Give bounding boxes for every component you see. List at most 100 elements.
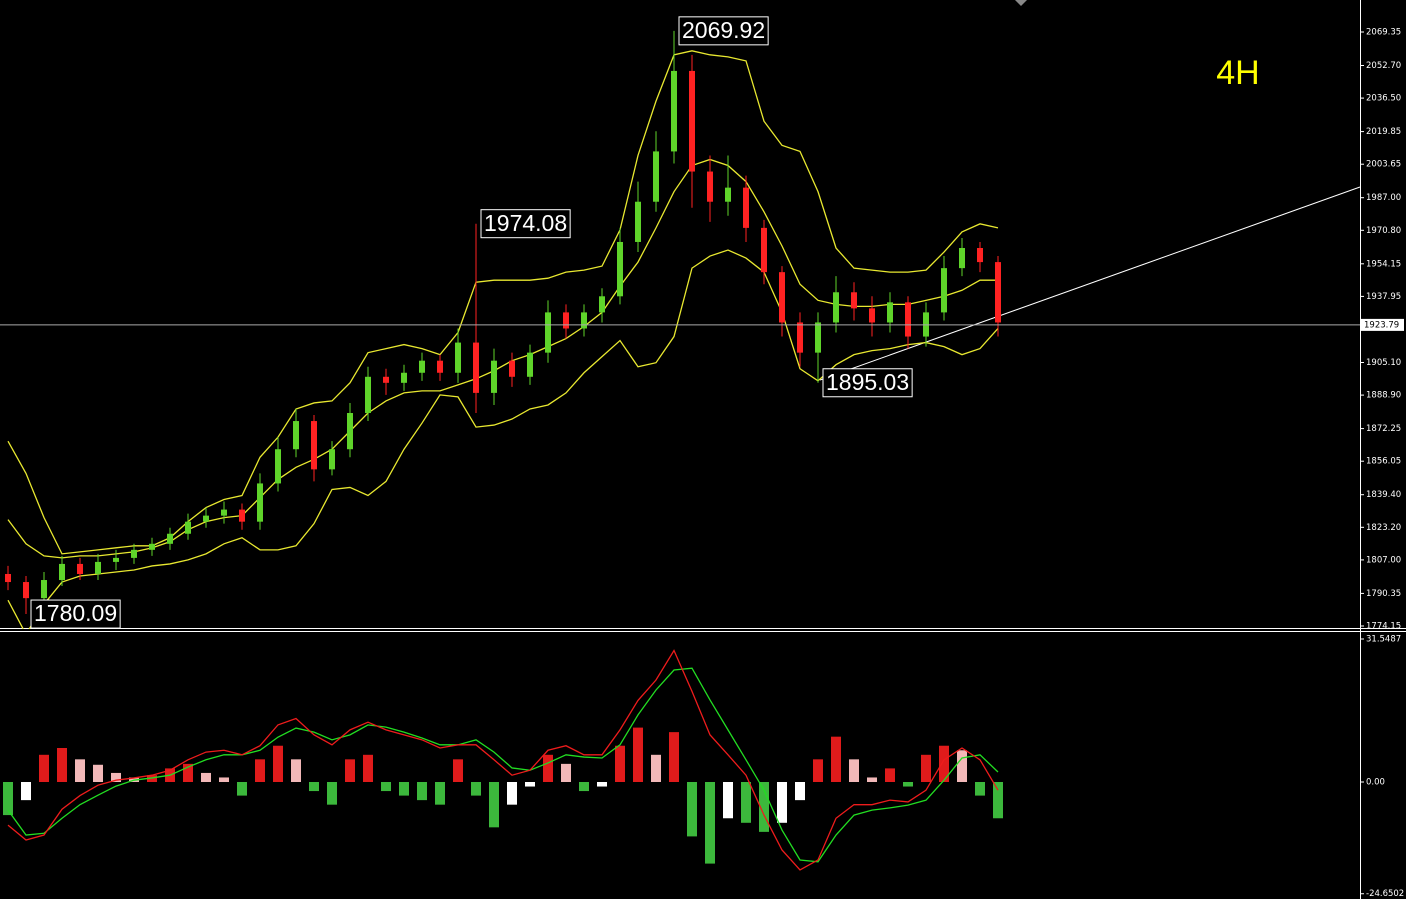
y-tick-label: 2003.65: [1366, 160, 1401, 170]
swing-label-box: [30, 599, 121, 629]
current-price-label: 1923.79: [1364, 320, 1399, 330]
histogram-bar: [615, 745, 625, 783]
histogram-bar: [93, 764, 103, 783]
candle-body: [329, 449, 335, 470]
histogram-bar: [543, 754, 553, 783]
candle-body: [743, 187, 749, 228]
candle-body: [347, 413, 353, 450]
swing-label-box: [480, 209, 571, 239]
histogram-bar: [651, 754, 661, 783]
histogram-bar: [597, 782, 607, 787]
histogram-bar: [345, 759, 355, 783]
candle-body: [779, 272, 785, 323]
y-tick-label: 2052.70: [1366, 61, 1401, 71]
candle-body: [815, 322, 821, 353]
histogram-bar: [957, 750, 967, 783]
candle-body: [401, 372, 407, 383]
histogram-bar: [579, 782, 589, 792]
candle-body: [185, 521, 191, 534]
candle-body: [977, 248, 983, 263]
y-tick-label: 1987.00: [1366, 193, 1401, 203]
trend-line: [819, 186, 1361, 381]
bollinger-lower: [7, 249, 999, 629]
timeframe-label: 4H: [1216, 54, 1259, 92]
histogram-bar: [885, 768, 895, 783]
histogram-bar: [507, 782, 517, 805]
candle-body: [653, 151, 659, 202]
histogram-bar: [57, 748, 67, 783]
candle-body: [671, 70, 677, 152]
y-tick-label: 2036.50: [1366, 94, 1401, 104]
histogram-bar: [201, 772, 211, 783]
candle-body: [41, 580, 47, 599]
y-tick-label: 1937.95: [1366, 292, 1401, 302]
histogram-bar: [111, 772, 121, 783]
candle-body: [887, 302, 893, 323]
histogram-bar: [309, 782, 319, 792]
candle-body: [77, 563, 83, 574]
y-tick-label: 1823.20: [1366, 523, 1401, 533]
candle-body: [257, 483, 263, 522]
candle-body: [221, 509, 227, 516]
y-tick-label: 1970.80: [1366, 226, 1401, 236]
histogram-bar: [183, 763, 193, 783]
candle-body: [473, 342, 479, 393]
histogram-bar: [453, 759, 463, 783]
candle-body: [113, 557, 119, 562]
candle-body: [455, 342, 461, 373]
y-tick-label: 31.5487: [1366, 634, 1401, 644]
signal-line: [7, 667, 999, 863]
candle-body: [599, 296, 605, 313]
candle-body: [365, 376, 371, 414]
candle-body: [275, 449, 281, 484]
y-tick-label: 1872.25: [1366, 424, 1401, 434]
candle-body: [23, 582, 29, 599]
candle-body: [419, 360, 425, 373]
candle-body: [311, 421, 317, 470]
histogram-bar: [741, 782, 751, 823]
histogram-bar: [759, 782, 769, 832]
candle-body: [869, 308, 875, 323]
histogram-bar: [417, 782, 427, 801]
histogram-bar: [939, 745, 949, 783]
candle-body: [851, 292, 857, 309]
candle-body: [689, 70, 695, 172]
histogram-bar: [255, 759, 265, 783]
candle-body: [5, 573, 11, 583]
candle-body: [635, 201, 641, 242]
histogram-bar: [813, 759, 823, 783]
y-tick-label: 1790.35: [1366, 589, 1401, 599]
candle-body: [617, 241, 623, 297]
histogram-bar: [849, 759, 859, 783]
histogram-bar: [21, 782, 31, 801]
y-tick-label: 1856.05: [1366, 457, 1401, 467]
macd-line: [7, 649, 999, 871]
y-tick-label: 0.00: [1366, 778, 1385, 788]
candle-body: [491, 360, 497, 393]
swing-label-box: [822, 368, 913, 398]
candle-body: [203, 515, 209, 522]
histogram-bar: [687, 782, 697, 837]
candle-body: [59, 563, 65, 581]
histogram-bar: [561, 763, 571, 783]
candle-body: [131, 549, 137, 558]
candle-body: [761, 227, 767, 273]
candle-body: [797, 322, 803, 353]
histogram-bar: [363, 754, 373, 783]
candle-body: [725, 187, 731, 202]
histogram-bar: [669, 732, 679, 783]
histogram-bar: [471, 782, 481, 796]
histogram-bar: [705, 782, 715, 864]
current-price-box: [1361, 318, 1404, 331]
histogram-bar: [219, 777, 229, 783]
histogram-bar: [291, 759, 301, 783]
y-tick-label: -24.6502: [1366, 889, 1404, 899]
histogram-bar: [795, 782, 805, 801]
swing-label: 2069.92: [682, 17, 765, 43]
histogram-bar: [777, 782, 787, 823]
histogram-bar: [993, 782, 1003, 819]
y-tick-label: 2069.35: [1366, 27, 1401, 37]
candle-body: [581, 312, 587, 329]
